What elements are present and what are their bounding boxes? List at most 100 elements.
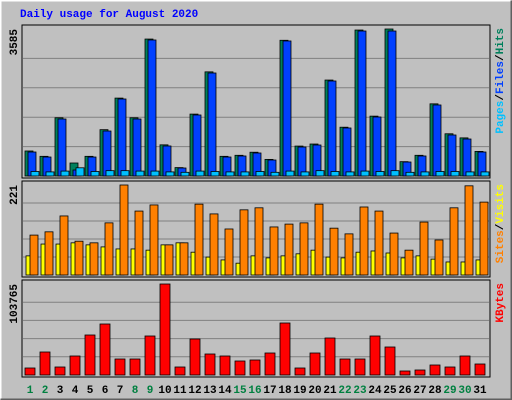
- x-tick-label: 8: [132, 385, 139, 397]
- bar: [462, 138, 472, 177]
- x-tick-label: 6: [102, 385, 109, 397]
- bar: [240, 171, 250, 177]
- bar: [195, 170, 205, 177]
- bar: [114, 358, 126, 376]
- bar: [165, 171, 175, 177]
- bar: [74, 240, 84, 276]
- bar: [225, 171, 235, 177]
- x-tick-label: 25: [383, 385, 397, 397]
- bar: [30, 171, 40, 177]
- legend-separator: /: [495, 223, 507, 230]
- x-tick-label: 21: [323, 385, 337, 397]
- bar: [159, 283, 171, 376]
- legend-entry: Visits: [495, 184, 507, 224]
- bar: [39, 351, 51, 376]
- legend-entry: Hits: [495, 28, 507, 54]
- bar: [132, 118, 142, 177]
- bar: [224, 228, 234, 276]
- bar: [239, 209, 249, 276]
- bar: [344, 233, 354, 276]
- bar: [465, 171, 475, 177]
- bar: [162, 145, 172, 177]
- bar: [24, 367, 36, 376]
- x-tick-label: 11: [173, 385, 187, 397]
- bar: [435, 171, 445, 177]
- bar: [419, 221, 429, 276]
- x-tick-label: 13: [203, 385, 217, 397]
- bar: [129, 358, 141, 376]
- x-tick-label: 10: [158, 385, 171, 397]
- bar: [339, 358, 351, 376]
- x-tick-label: 31: [473, 385, 487, 397]
- bar: [57, 118, 67, 177]
- bar: [144, 335, 156, 376]
- x-tick-label: 9: [147, 385, 154, 397]
- bar: [104, 222, 114, 276]
- bar: [372, 116, 382, 177]
- bar: [207, 72, 217, 177]
- bar: [210, 171, 220, 177]
- bar: [479, 201, 489, 276]
- bar: [279, 322, 291, 376]
- bar: [374, 210, 384, 276]
- legend-separator: /: [495, 94, 507, 101]
- bar: [179, 242, 189, 276]
- legend-entry: Pages: [495, 101, 507, 134]
- bar: [384, 346, 396, 376]
- bar: [294, 367, 306, 376]
- x-tick-label: 3: [57, 385, 64, 397]
- x-tick-label: 1: [27, 385, 34, 397]
- legend-entry: Sites: [495, 230, 507, 263]
- bar: [447, 134, 457, 177]
- bar: [300, 171, 310, 177]
- bar: [282, 40, 292, 177]
- bar: [404, 249, 414, 276]
- legend: Pages/Files/Hits: [495, 28, 507, 134]
- legend: Sites/Visits: [495, 184, 507, 263]
- bar: [269, 226, 279, 276]
- bar: [69, 355, 81, 376]
- bar: [105, 170, 115, 177]
- bar: [164, 244, 174, 276]
- bar: [360, 170, 370, 177]
- y-tick-label: 3585: [9, 29, 21, 56]
- bar: [117, 98, 127, 177]
- bar: [354, 358, 366, 376]
- bar: [387, 30, 397, 177]
- x-tick-label: 30: [458, 385, 471, 397]
- bar: [134, 210, 144, 276]
- x-tick-label: 26: [398, 385, 411, 397]
- bar: [194, 203, 204, 276]
- bar: [192, 114, 202, 177]
- bar: [270, 171, 280, 177]
- bar: [149, 204, 159, 276]
- bar: [345, 171, 355, 177]
- bar: [60, 170, 70, 177]
- x-tick-label: 4: [72, 385, 79, 397]
- x-tick-label: 19: [293, 385, 306, 397]
- y-tick-label: 221: [9, 185, 21, 205]
- legend-entry: Files: [495, 61, 507, 94]
- legend-separator: /: [495, 54, 507, 61]
- bar: [120, 170, 130, 177]
- bar: [29, 234, 39, 276]
- bar: [89, 242, 99, 276]
- bar: [209, 213, 219, 276]
- bar: [102, 130, 112, 177]
- bar: [254, 207, 264, 276]
- bar: [357, 30, 367, 177]
- x-tick-label: 23: [353, 385, 367, 397]
- bar: [59, 215, 69, 276]
- bar: [449, 207, 459, 276]
- bar: [84, 334, 96, 376]
- bar: [459, 355, 471, 376]
- x-tick-label: 15: [233, 385, 247, 397]
- bar: [342, 127, 352, 177]
- bar: [99, 323, 111, 376]
- x-tick-label: 16: [248, 385, 261, 397]
- bar: [420, 171, 430, 177]
- bar: [44, 231, 54, 276]
- bar: [234, 360, 246, 376]
